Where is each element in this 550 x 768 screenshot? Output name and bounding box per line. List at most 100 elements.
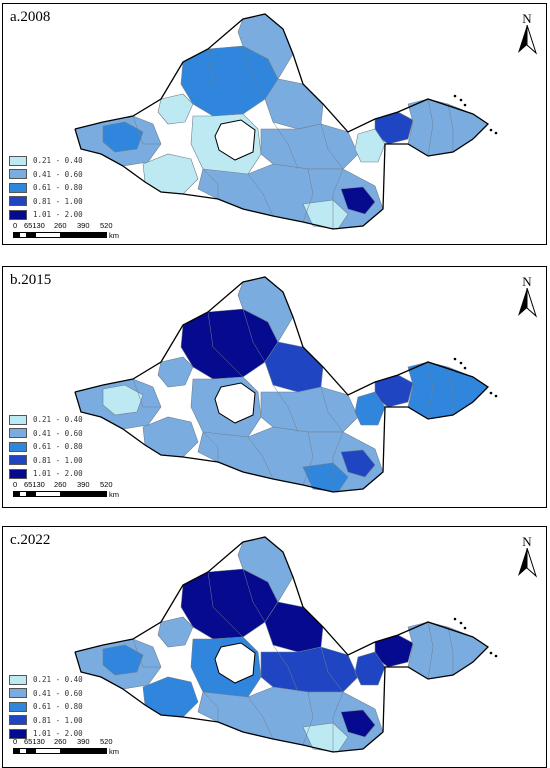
region-south_dark xyxy=(340,186,376,215)
region-left_mid xyxy=(142,416,199,458)
scale-tick: 0 xyxy=(13,221,18,230)
prefecture-boundary xyxy=(242,308,266,363)
legend-item: 0.41 - 0.60 xyxy=(9,427,83,441)
north-label: N xyxy=(522,534,532,549)
scale-bar-graphic xyxy=(13,748,107,754)
region-northwest_corner xyxy=(157,93,194,125)
map-panel-b: b.2015 N 0.21 - 0.40 0.41 - 0.60 0.61 - … xyxy=(2,266,547,508)
region-northwest_corner xyxy=(157,616,194,648)
map-svg xyxy=(74,13,498,230)
prefecture-boundary xyxy=(427,361,434,420)
legend-swatch xyxy=(9,196,27,207)
prefecture-boundary xyxy=(272,121,299,170)
legend-label: 0.81 - 1.00 xyxy=(33,196,83,206)
scale-tick: 65130 xyxy=(24,221,45,230)
prefecture-boundary xyxy=(332,168,344,229)
scale-tick: 390 xyxy=(77,221,90,230)
legend-swatch xyxy=(9,414,27,425)
island xyxy=(489,391,493,395)
legend-swatch xyxy=(9,728,27,739)
legend-label: 1.01 - 2.00 xyxy=(33,469,83,479)
island xyxy=(453,357,457,361)
island xyxy=(494,394,498,398)
legend-item: 1.01 - 2.00 xyxy=(9,727,83,741)
prefecture-boundary xyxy=(302,691,314,746)
legend-label: 0.21 - 0.40 xyxy=(33,156,83,166)
scale-bar: 0 65130 260 390 520 km xyxy=(13,480,123,499)
legend-swatch xyxy=(9,209,27,220)
prefecture-boundary xyxy=(427,98,434,157)
panel-title: a.2008 xyxy=(10,9,51,25)
panel-title: c.2022 xyxy=(10,532,51,548)
legend-label: 0.61 - 0.80 xyxy=(33,442,83,452)
legend-label: 0.21 - 0.40 xyxy=(33,415,83,425)
legend-swatch xyxy=(9,428,27,439)
scale-unit: km xyxy=(109,747,119,756)
prefecture-boundary xyxy=(202,691,219,722)
north-arrow-icon: N xyxy=(516,535,538,583)
scale-bar-graphic xyxy=(13,491,107,497)
island xyxy=(463,626,467,630)
prefecture-boundary xyxy=(272,384,299,433)
legend-label: 0.41 - 0.60 xyxy=(33,688,83,698)
region-east_shandong xyxy=(407,98,489,157)
legend-label: 0.61 - 0.80 xyxy=(33,183,83,193)
scale-tick: 520 xyxy=(100,221,113,230)
region-east_shandong xyxy=(407,621,489,680)
island xyxy=(489,128,493,132)
region-central_east xyxy=(260,123,359,170)
island xyxy=(459,621,463,625)
island xyxy=(463,366,467,370)
prefecture-boundary xyxy=(132,378,161,408)
legend-label: 0.81 - 1.00 xyxy=(33,715,83,725)
map-svg xyxy=(74,276,498,493)
island xyxy=(459,361,463,365)
scale-tick: 260 xyxy=(54,737,67,746)
legend-item: 0.41 - 0.60 xyxy=(9,168,83,182)
scale-bar-graphic xyxy=(13,232,107,238)
prefecture-boundary xyxy=(320,123,344,170)
north-arrow-icon: N xyxy=(516,275,538,323)
legend-swatch xyxy=(9,155,27,166)
scale-tick: 0 xyxy=(13,737,18,746)
legend: 0.21 - 0.40 0.41 - 0.60 0.61 - 0.80 0.81… xyxy=(9,413,83,481)
legend-item: 0.81 - 1.00 xyxy=(9,714,83,728)
region-center_north xyxy=(264,341,324,393)
region-right_hook xyxy=(354,391,386,426)
legend-item: 0.41 - 0.60 xyxy=(9,687,83,701)
legend-label: 0.21 - 0.40 xyxy=(33,675,83,685)
prefecture-boundary xyxy=(132,638,161,668)
scale-tick: 260 xyxy=(54,480,67,489)
prefecture-boundary xyxy=(207,311,244,378)
island xyxy=(463,103,467,107)
legend-item: 0.61 - 0.80 xyxy=(9,181,83,195)
scale-unit: km xyxy=(109,490,119,499)
scale-tick: 65130 xyxy=(24,737,45,746)
prefecture-boundary xyxy=(202,168,219,199)
legend-swatch xyxy=(9,441,27,452)
region-west_inner xyxy=(102,121,144,153)
region-left_mid xyxy=(142,676,199,718)
legend: 0.21 - 0.40 0.41 - 0.60 0.61 - 0.80 0.81… xyxy=(9,673,83,741)
prefecture-boundary xyxy=(427,621,434,680)
legend-label: 0.41 - 0.60 xyxy=(33,428,83,438)
region-right_hook xyxy=(354,651,386,686)
north-arrow-shape xyxy=(518,547,538,578)
legend-item: 0.21 - 0.40 xyxy=(9,673,83,687)
region-west_inner xyxy=(102,384,144,416)
legend-item: 0.61 - 0.80 xyxy=(9,440,83,454)
legend-swatch xyxy=(9,715,27,726)
legend-item: 0.81 - 1.00 xyxy=(9,195,83,209)
region-central_east xyxy=(260,646,359,693)
legend-item: 1.01 - 2.00 xyxy=(9,208,83,222)
scale-tick: 65130 xyxy=(24,480,45,489)
excluded-area xyxy=(214,119,256,161)
prefecture-boundary xyxy=(207,48,244,115)
region-center_north xyxy=(264,601,324,653)
region-southeast xyxy=(302,462,349,493)
panel-title: b.2015 xyxy=(10,272,52,288)
legend-swatch xyxy=(9,169,27,180)
island xyxy=(494,131,498,135)
region-southeast xyxy=(302,199,349,230)
prefecture-boundary xyxy=(447,103,454,152)
